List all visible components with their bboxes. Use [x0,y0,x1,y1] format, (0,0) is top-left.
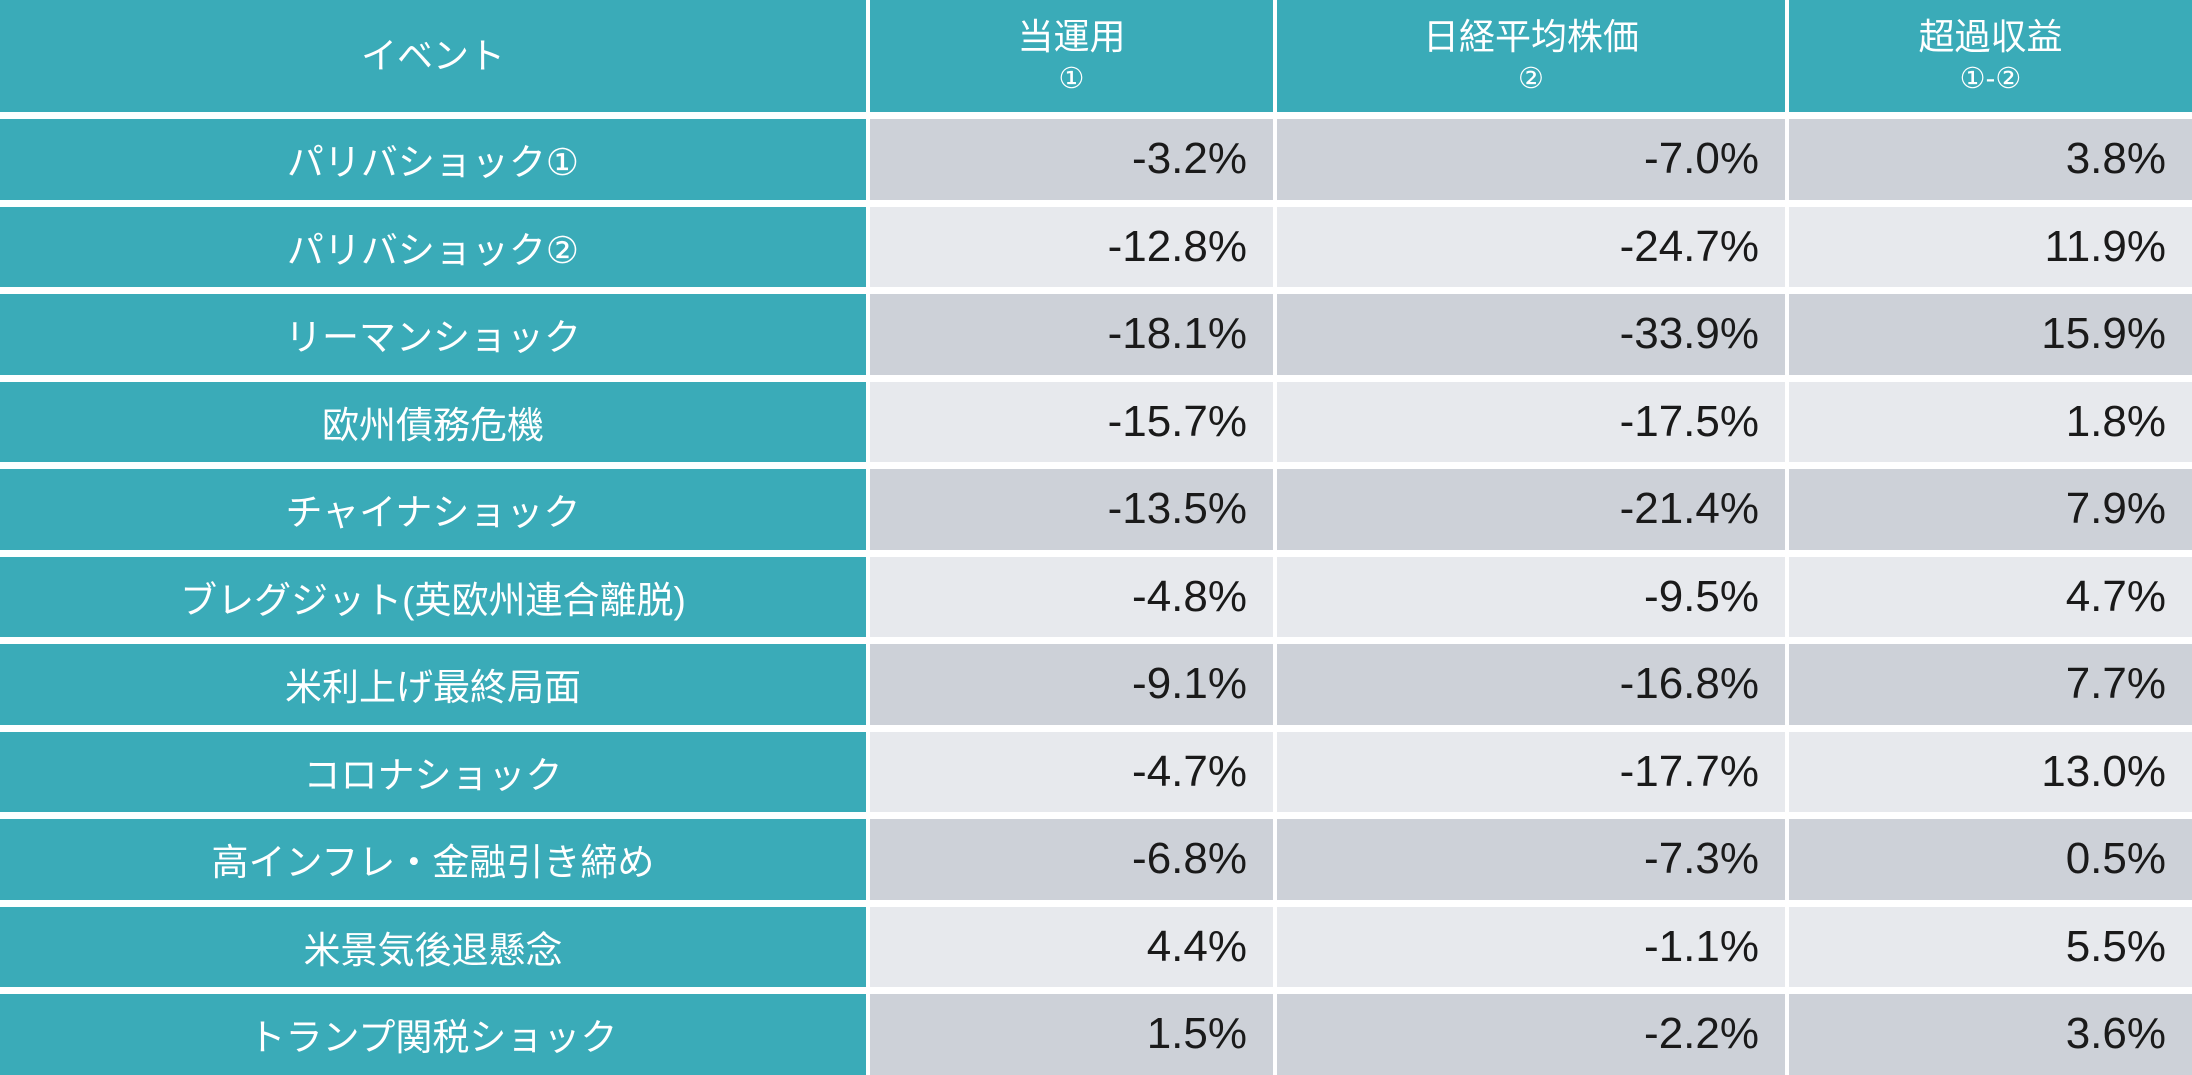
event-label-cell: ブレグジット(英欧州連合離脱) [0,556,866,637]
nikkei-value-cell: -9.5% [1277,556,1785,637]
column-header-excess-sub: ①-② [1959,62,2022,95]
excess-value-cell: 7.7% [1789,644,2192,725]
nikkei-value-cell: -21.4% [1277,469,1785,550]
column-header-excess: 超過収益 ①-② [1789,0,2192,112]
fund-value-cell: -4.8% [870,556,1273,637]
event-label-cell: チャイナショック [0,469,866,550]
event-label-cell: 米景気後退懸念 [0,906,866,987]
fund-value-cell: 4.4% [870,906,1273,987]
nikkei-value-cell: -17.5% [1277,381,1785,462]
column-header-fund-label: 当運用 [1017,16,1126,58]
event-label-cell: パリバショック② [0,206,866,287]
fund-value-cell: -18.1% [870,294,1273,375]
nikkei-value-cell: -24.7% [1277,206,1785,287]
fund-value-cell: -13.5% [870,469,1273,550]
nikkei-value-cell: -7.3% [1277,819,1785,900]
excess-value-cell: 15.9% [1789,294,2192,375]
excess-value-cell: 3.6% [1789,994,2192,1075]
event-label-cell: トランプ関税ショック [0,994,866,1075]
column-header-fund-sub: ① [1058,62,1085,95]
fund-value-cell: -3.2% [870,119,1273,200]
fund-value-cell: -15.7% [870,381,1273,462]
excess-value-cell: 11.9% [1789,206,2192,287]
nikkei-value-cell: -33.9% [1277,294,1785,375]
fund-value-cell: 1.5% [870,994,1273,1075]
column-header-nikkei: 日経平均株価 ② [1277,0,1785,112]
nikkei-value-cell: -16.8% [1277,644,1785,725]
column-header-nikkei-label: 日経平均株価 [1422,16,1639,58]
fund-value-cell: -6.8% [870,819,1273,900]
event-label-cell: リーマンショック [0,294,866,375]
column-header-excess-label: 超過収益 [1918,16,2063,58]
event-label-cell: パリバショック① [0,119,866,200]
excess-value-cell: 3.8% [1789,119,2192,200]
excess-value-cell: 13.0% [1789,731,2192,812]
event-label-cell: 欧州債務危機 [0,381,866,462]
fund-value-cell: -4.7% [870,731,1273,812]
nikkei-value-cell: -1.1% [1277,906,1785,987]
excess-value-cell: 4.7% [1789,556,2192,637]
nikkei-value-cell: -2.2% [1277,994,1785,1075]
column-header-fund: 当運用 ① [870,0,1273,112]
excess-value-cell: 1.8% [1789,381,2192,462]
excess-value-cell: 5.5% [1789,906,2192,987]
fund-value-cell: -12.8% [870,206,1273,287]
event-label-cell: 高インフレ・金融引き締め [0,819,866,900]
column-header-event-label: イベント [360,35,505,77]
excess-value-cell: 0.5% [1789,819,2192,900]
event-label-cell: 米利上げ最終局面 [0,644,866,725]
fund-value-cell: -9.1% [870,644,1273,725]
excess-value-cell: 7.9% [1789,469,2192,550]
event-label-cell: コロナショック [0,731,866,812]
column-header-event: イベント [0,0,866,112]
nikkei-value-cell: -17.7% [1277,731,1785,812]
column-header-nikkei-sub: ② [1518,62,1544,95]
nikkei-value-cell: -7.0% [1277,119,1785,200]
